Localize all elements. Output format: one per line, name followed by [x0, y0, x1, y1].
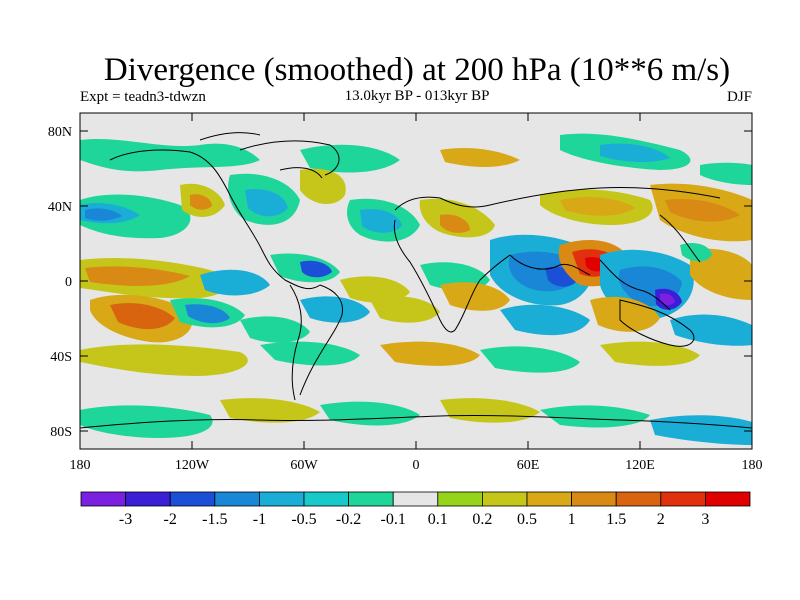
period-label: 13.0kyr BP - 013kyr BP: [344, 88, 490, 104]
colorbar-swatch: [348, 491, 394, 507]
colorbar-label: -1: [253, 511, 266, 528]
colorbar-swatch: [615, 491, 662, 507]
colorbar-swatch: [303, 491, 349, 507]
colorbar-label: 2: [657, 511, 665, 528]
x-label-180e: 180: [742, 458, 763, 473]
colorbar-swatch: [80, 491, 126, 507]
colorbar-label: -1.5: [202, 511, 227, 528]
x-label-60w: 60W: [290, 458, 318, 473]
season-label: DJF: [726, 89, 752, 105]
x-label-120e: 120E: [625, 458, 655, 473]
colorbar-label: -2: [164, 511, 177, 528]
x-label-120w: 120W: [175, 458, 210, 473]
y-label-80n: 80N: [48, 125, 72, 140]
colorbar-label: 1.5: [606, 511, 626, 528]
x-label-180w: 180: [70, 458, 91, 473]
colorbar: -3 -2 -1.5 -1 -0.5 -0.2 -0.1 0.1 0.2 0.5 1 1.5 2 3: [80, 491, 751, 528]
colorbar-swatch: [481, 491, 528, 507]
colorbar-label: 3: [701, 511, 709, 528]
colorbar-swatch: [526, 491, 572, 507]
y-label-0: 0: [65, 275, 72, 290]
colorbar-swatch: [214, 491, 260, 507]
divergence-field: [80, 113, 752, 449]
colorbar-swatch: [169, 491, 216, 507]
x-label-60e: 60E: [517, 458, 540, 473]
colorbar-label: 1: [568, 511, 576, 528]
colorbar-swatch: [660, 491, 706, 507]
colorbar-label: -3: [119, 511, 132, 528]
colorbar-swatch: [258, 491, 305, 507]
colorbar-label: 0.5: [517, 511, 537, 528]
colorbar-swatch: [571, 491, 617, 507]
colorbar-label: 0.1: [428, 511, 448, 528]
experiment-label: Expt = teadn3-tdwzn: [80, 89, 206, 105]
colorbar-swatch: [125, 491, 171, 507]
map-title: Divergence (smoothed) at 200 hPa (10**6 …: [103, 52, 731, 88]
y-label-40s: 40S: [50, 350, 72, 365]
colorbar-label: -0.2: [336, 511, 361, 528]
colorbar-swatch: [392, 491, 439, 507]
colorbar-swatch: [705, 491, 751, 507]
y-label-40n: 40N: [48, 200, 72, 215]
x-label-0: 0: [413, 458, 420, 473]
y-label-80s: 80S: [50, 425, 72, 440]
colorbar-label: 0.2: [472, 511, 492, 528]
colorbar-label: -0.1: [381, 511, 406, 528]
coastlines: [80, 132, 752, 429]
colorbar-swatch: [437, 491, 483, 507]
y-axis: 80N 40N 0 40S 80S: [48, 125, 752, 440]
x-axis: 180 120W 60W 0 60E 120E 180: [70, 113, 763, 473]
colorbar-label: -0.5: [291, 511, 316, 528]
